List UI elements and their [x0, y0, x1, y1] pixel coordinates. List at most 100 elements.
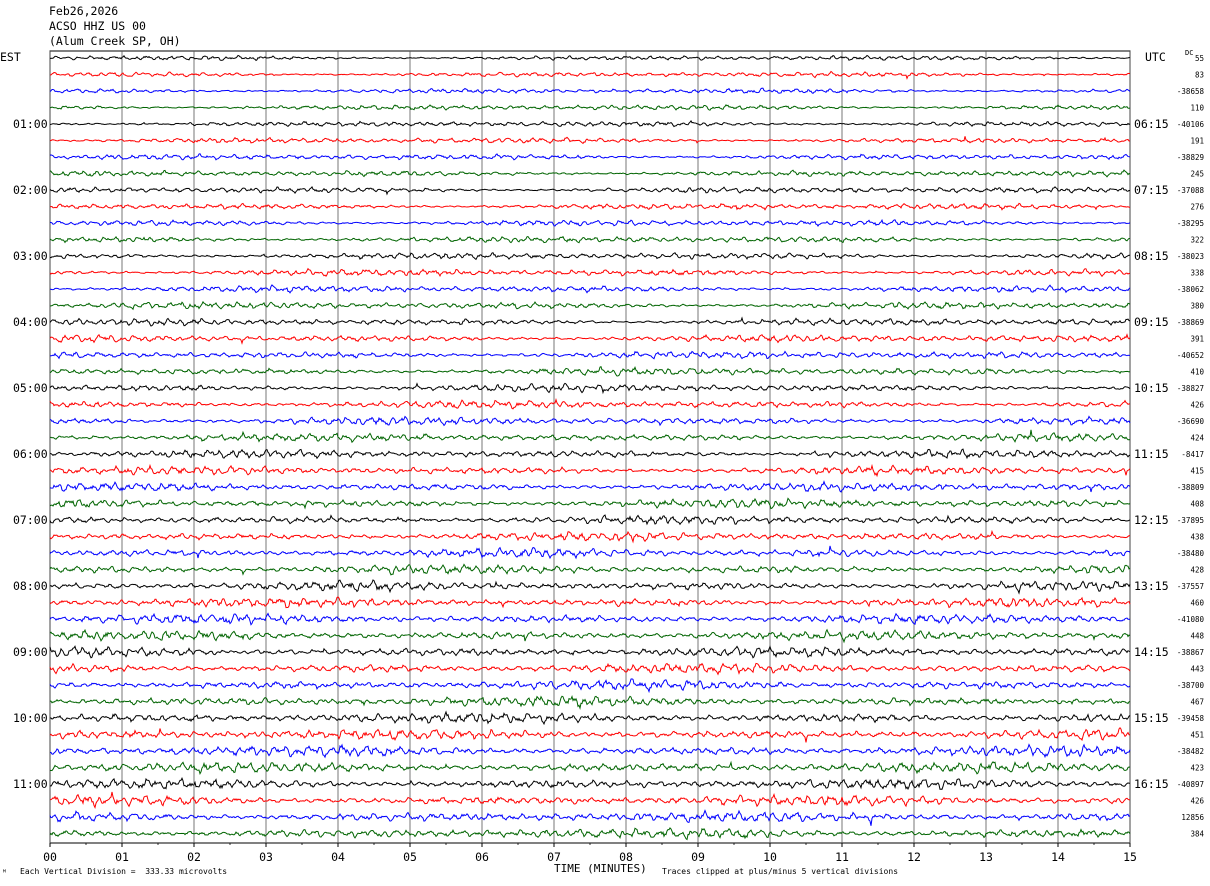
trace-12: [49, 252, 1131, 261]
left-hour-label: 04:00: [13, 315, 48, 329]
dc-offset-label: -38827: [1177, 384, 1204, 393]
trace-38: [49, 678, 1131, 694]
trace-18: [49, 350, 1131, 360]
x-tick-label: 01: [115, 850, 129, 864]
trace-42: [49, 743, 1131, 759]
left-hour-label: 11:00: [13, 777, 48, 791]
trace-3: [49, 104, 1131, 111]
x-tick-label: 05: [403, 850, 417, 864]
x-tick-label: 00: [43, 850, 57, 864]
dc-offset-label: -38829: [1177, 153, 1204, 162]
dc-offset-label: -37557: [1177, 582, 1204, 591]
dc-offset-label: 110: [1190, 104, 1204, 113]
dc-offset-label: -38062: [1177, 285, 1204, 294]
x-tick-label: 07: [547, 850, 561, 864]
trace-43: [49, 760, 1131, 776]
corner-mark: ᴹ: [2, 868, 7, 877]
dc-offset-label: 443: [1190, 665, 1204, 674]
x-tick-label: 04: [331, 850, 345, 864]
right-hour-label: 09:15: [1134, 315, 1169, 329]
vertical-division-note: Each Vertical Division = 333.33 microvol…: [20, 867, 228, 876]
dc-offset-label: -41080: [1177, 615, 1205, 624]
x-tick-label: 08: [619, 850, 633, 864]
right-hour-label: 16:15: [1134, 777, 1169, 791]
dc-header: DC: [1185, 49, 1194, 57]
dc-offset-label: 424: [1190, 434, 1204, 443]
dc-offset-label: 460: [1190, 599, 1204, 608]
x-tick-label: 13: [979, 850, 993, 864]
trace-34: [49, 612, 1131, 626]
left-hour-label: 10:00: [13, 711, 48, 725]
dc-offset-label: 12856: [1181, 813, 1204, 822]
right-timezone: UTC: [1145, 50, 1166, 64]
trace-35: [49, 628, 1131, 644]
dc-offset-label: -38700: [1177, 681, 1205, 690]
trace-11: [49, 235, 1130, 244]
dc-offset-label: -38480: [1177, 549, 1205, 558]
trace-27: [49, 497, 1131, 510]
minute-grid: [49, 50, 1131, 847]
dc-offset-label: -38658: [1177, 87, 1205, 96]
right-hour-label: 07:15: [1134, 183, 1169, 197]
left-hour-label: 01:00: [13, 117, 48, 131]
dc-offset-label: 391: [1190, 335, 1204, 344]
dc-offset-label: 276: [1190, 203, 1204, 212]
dc-offset-label: 415: [1190, 467, 1204, 476]
trace-2: [49, 87, 1131, 94]
dc-offset-label: -38023: [1177, 252, 1204, 261]
trace-13: [49, 267, 1131, 278]
trace-1: [49, 70, 1131, 80]
dc-offset-label: 410: [1190, 368, 1204, 377]
axis-labels: 00 01 02 03 04 05 06 07 08 09 10 11 12 13 14 15 55 83 -386…: [13, 54, 1204, 864]
trace-32: [49, 579, 1131, 595]
dc-offset-label: 338: [1190, 269, 1204, 278]
trace-20: [49, 382, 1131, 395]
left-hour-label: 06:00: [13, 447, 48, 461]
dc-offset-label: -8417: [1181, 450, 1204, 459]
trace-10: [49, 218, 1131, 227]
trace-23: [49, 429, 1131, 444]
trace-4: [49, 120, 1131, 128]
trace-39: [49, 695, 1131, 710]
dc-offset-label: 191: [1190, 137, 1204, 146]
left-hour-label: 03:00: [13, 249, 48, 263]
dc-offset-label: 428: [1190, 566, 1204, 575]
dc-offset-label: -38809: [1177, 483, 1204, 492]
right-hour-label: 12:15: [1134, 513, 1169, 527]
left-hour-label: 02:00: [13, 183, 48, 197]
right-hour-label: 11:15: [1134, 447, 1169, 461]
dc-offset-label: -37895: [1177, 516, 1204, 525]
right-hour-label: 06:15: [1134, 117, 1169, 131]
trace-33: [49, 596, 1131, 609]
x-axis-title: TIME (MINUTES): [554, 862, 647, 875]
trace-17: [49, 333, 1131, 345]
trace-46: [49, 809, 1131, 826]
x-tick-label: 12: [907, 850, 921, 864]
trace-41: [49, 727, 1131, 743]
plot-frame: [49, 50, 1131, 844]
trace-6: [49, 153, 1131, 161]
station-code: ACSO HHZ US 00: [49, 19, 146, 33]
dc-offset-label: 245: [1190, 170, 1204, 179]
dc-offset-label: -37088: [1177, 186, 1205, 195]
trace-5: [49, 136, 1131, 145]
x-tick-label: 06: [475, 850, 489, 864]
dc-offset-label: 322: [1190, 236, 1204, 245]
dc-offset-label: -38295: [1177, 219, 1204, 228]
trace-14: [49, 284, 1131, 294]
dc-offset-label: 408: [1190, 500, 1204, 509]
right-hour-label: 15:15: [1134, 711, 1169, 725]
dc-offset-label: -38867: [1177, 648, 1204, 657]
station-site: (Alum Creek SP, OH): [49, 34, 181, 48]
trace-21: [49, 397, 1131, 410]
seismic-traces: [49, 54, 1131, 841]
trace-45: [49, 791, 1131, 809]
dc-offset-label: 380: [1190, 302, 1204, 311]
dc-offset-label: -40652: [1177, 351, 1204, 360]
trace-36: [49, 645, 1131, 659]
trace-47: [49, 827, 1131, 841]
trace-44: [49, 777, 1131, 791]
dc-offset-label: 438: [1190, 533, 1204, 542]
trace-19: [49, 366, 1131, 377]
trace-0: [49, 54, 1131, 62]
